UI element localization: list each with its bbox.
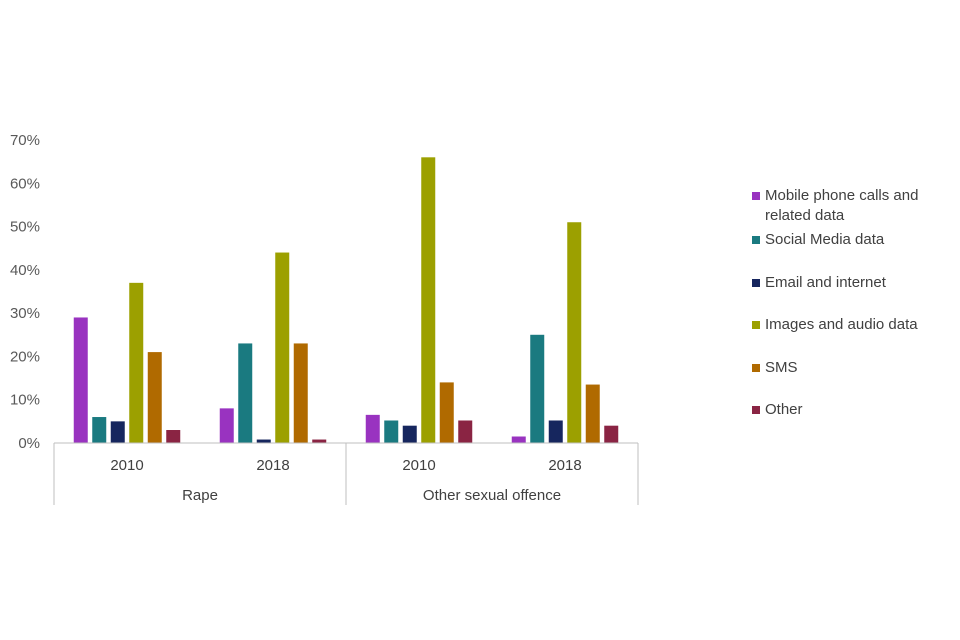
bars (73, 157, 619, 443)
legend-label: Other (765, 401, 803, 418)
x-group-label: Other sexual offence (423, 487, 561, 504)
y-tick-label: 40% (10, 262, 40, 279)
bar (275, 252, 290, 443)
x-axis: 2010 2018 2010 2018 Rape Other sexual offence (53, 442, 639, 505)
x-tick-label: 2018 (548, 457, 581, 474)
y-tick-label: 60% (10, 175, 40, 192)
bar (511, 436, 526, 443)
bar (129, 282, 144, 443)
legend-item: Images and audio data (752, 315, 950, 335)
legend-label: Email and internet (765, 274, 886, 291)
bar (530, 334, 545, 443)
bar (402, 425, 417, 443)
legend-item: Social Media data (752, 230, 950, 250)
legend-item: Other (752, 400, 950, 420)
y-tick-label: 50% (10, 219, 40, 236)
bar (73, 317, 88, 443)
bar (439, 382, 454, 443)
legend-label: SMS (765, 359, 798, 376)
y-tick-label: 70% (10, 132, 40, 149)
x-group-label: Rape (182, 487, 218, 504)
y-axis: 0% 10% 20% 30% 40% 50% 60% 70% (10, 132, 40, 452)
x-tick-label: 2018 (256, 457, 289, 474)
legend-label: Images and audio data (765, 316, 918, 333)
legend-item: SMS (752, 358, 950, 378)
legend-swatch (752, 192, 760, 200)
legend-swatch (752, 279, 760, 287)
bar (147, 352, 162, 443)
legend-swatch (752, 406, 760, 414)
bar (312, 439, 327, 443)
bar (384, 420, 399, 443)
x-tick-label: 2010 (402, 457, 435, 474)
y-tick-label: 20% (10, 348, 40, 365)
legend-swatch (752, 321, 760, 329)
bar (92, 417, 107, 443)
x-tick-label: 2010 (110, 457, 143, 474)
bar (293, 343, 308, 443)
bar (256, 439, 271, 443)
y-tick-label: 0% (18, 435, 40, 452)
bar (110, 421, 125, 443)
legend-swatch (752, 236, 760, 244)
legend-item: Email and internet (752, 273, 950, 293)
bar (421, 157, 436, 443)
bar (458, 420, 473, 443)
bar (365, 414, 380, 443)
y-tick-label: 10% (10, 392, 40, 409)
bar (166, 430, 181, 443)
bar (567, 222, 582, 443)
bar (219, 408, 234, 443)
bar (585, 384, 600, 443)
legend-swatch (752, 364, 760, 372)
legend-label: Social Media data (765, 231, 885, 248)
bar (238, 343, 253, 443)
bar (604, 425, 619, 443)
y-tick-label: 30% (10, 305, 40, 322)
legend-label: Mobile phone calls and related data (765, 187, 919, 224)
bar (548, 420, 563, 443)
legend-item: Mobile phone calls and related data (752, 186, 950, 226)
